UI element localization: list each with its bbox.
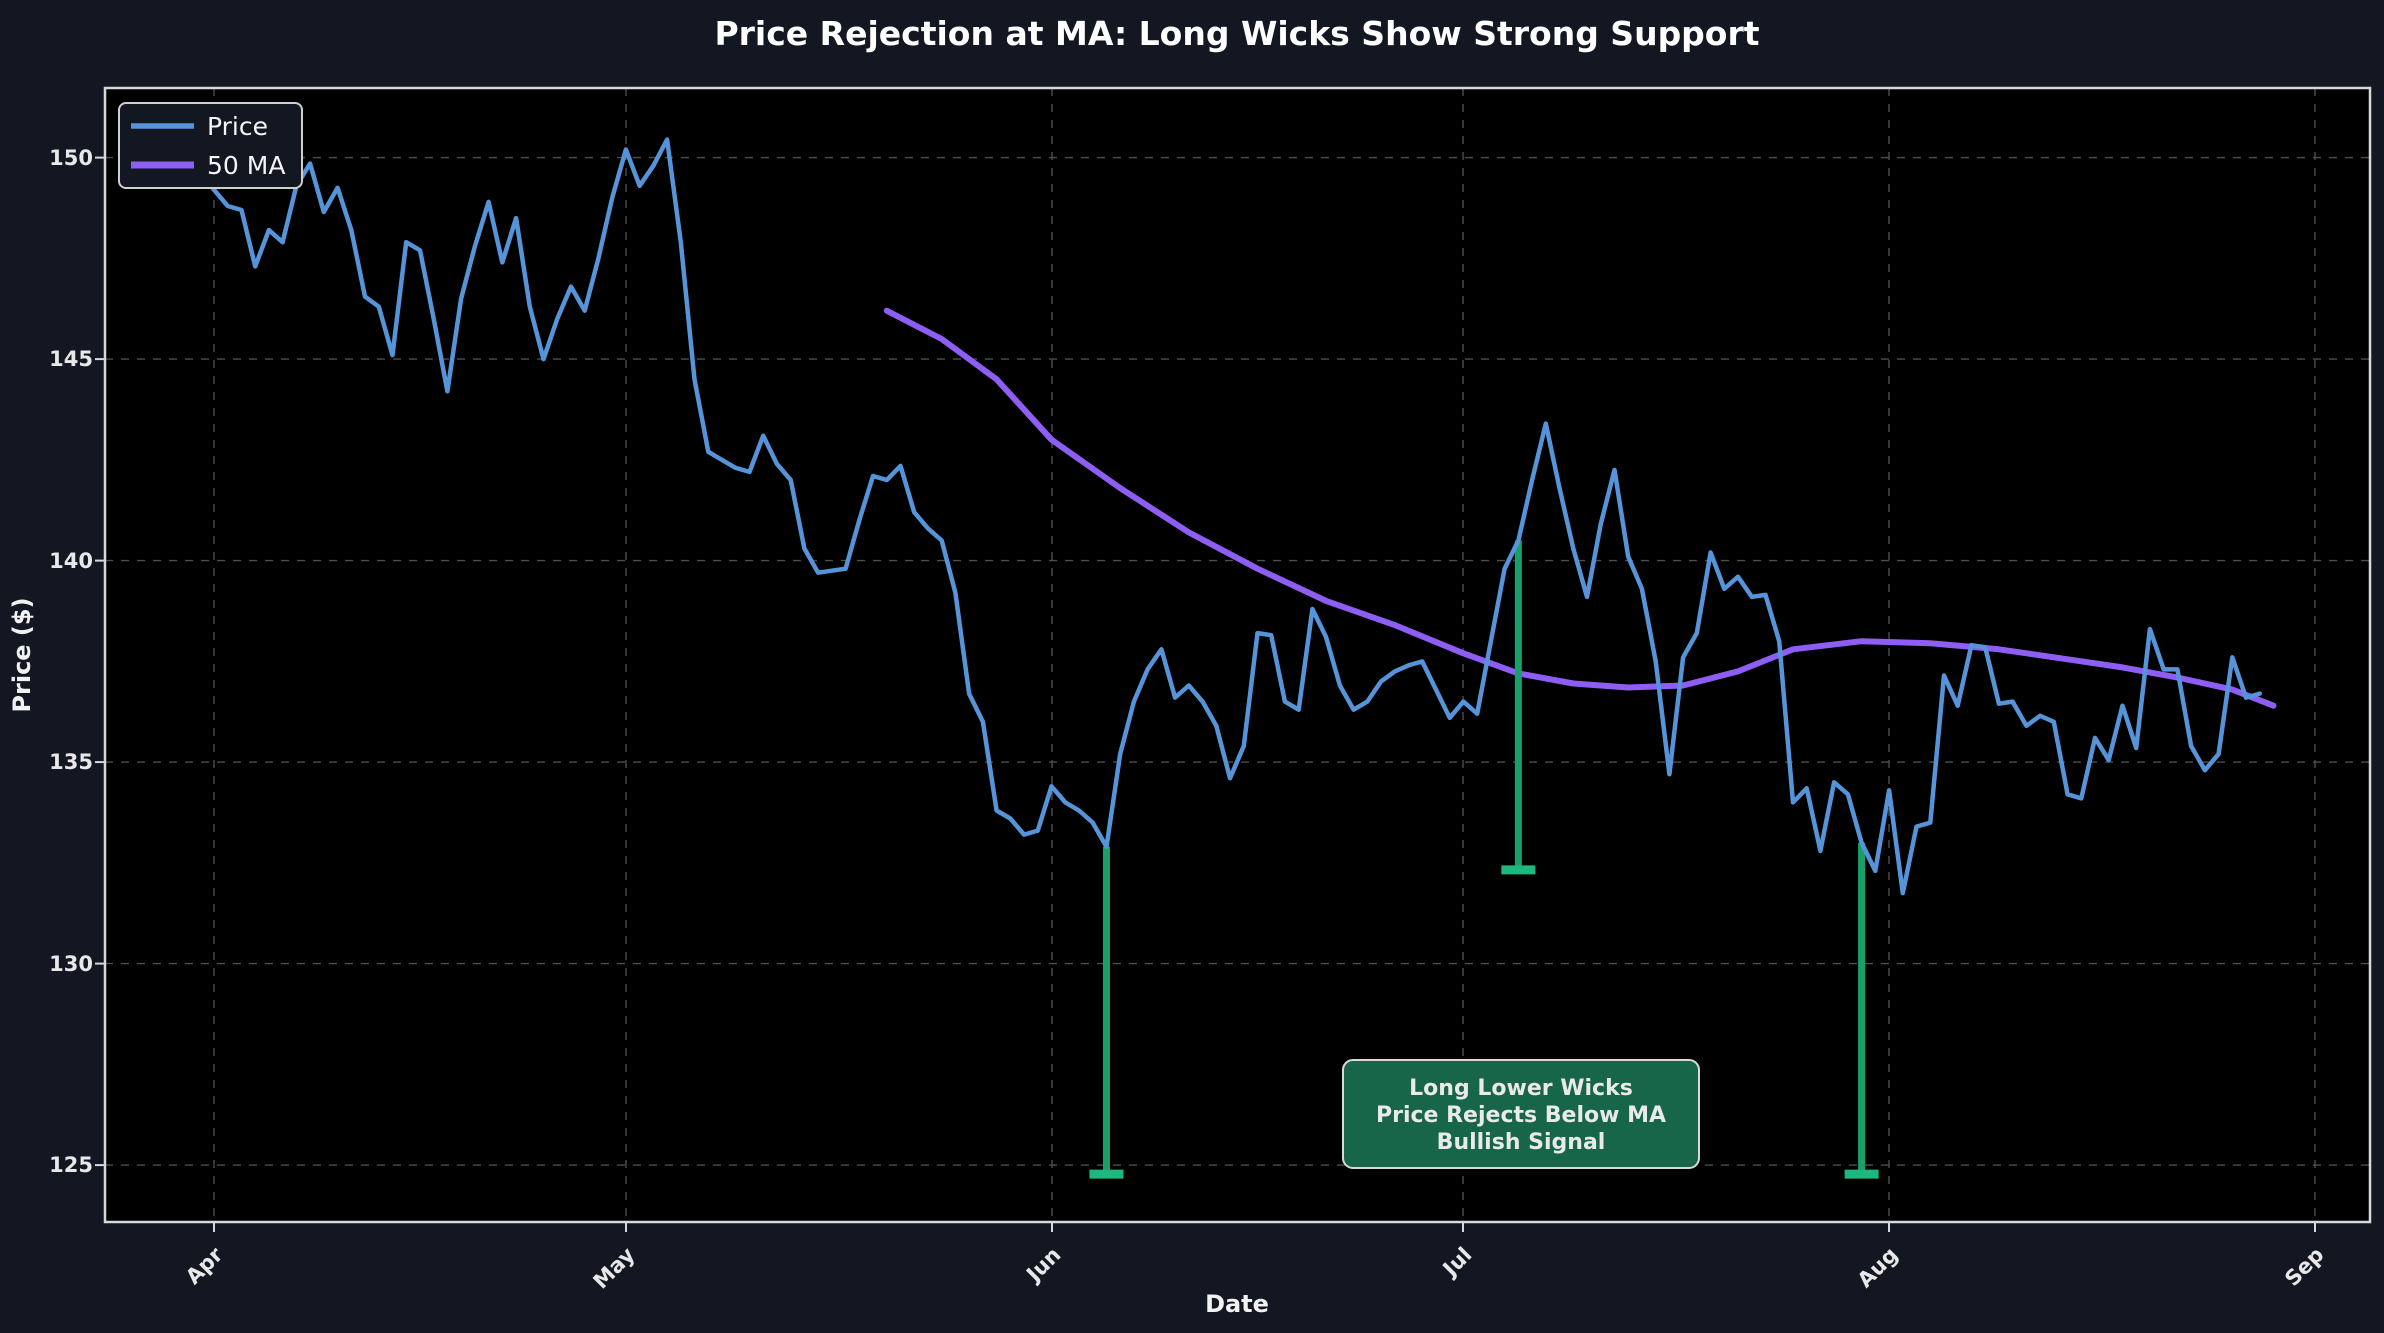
legend-ma-label: 50 MA xyxy=(207,151,285,180)
annotation: Long Lower Wicks Price Rejects Below MA … xyxy=(1342,1059,1700,1169)
y-tick-label-150: 150 xyxy=(49,146,93,170)
plot-area xyxy=(105,88,2370,1222)
x-tick-label-aug: Aug xyxy=(1853,1243,1903,1293)
x-tick-label-sep: Sep xyxy=(2280,1243,2328,1291)
x-tick-label-may: May xyxy=(589,1242,640,1293)
annotation-line-3: Bullish Signal xyxy=(1437,1130,1606,1155)
x-axis-label: Date xyxy=(1205,1290,1269,1318)
y-ticks xyxy=(95,156,105,1167)
y-tick-label-125: 125 xyxy=(49,1153,93,1177)
x-tick-label-apr: Apr xyxy=(181,1242,228,1289)
chart-title: Price Rejection at MA: Long Wicks Show S… xyxy=(714,14,1759,53)
y-axis-label: Price ($) xyxy=(8,597,36,712)
support-wicks xyxy=(1089,540,1879,1179)
y-tick-label-130: 130 xyxy=(49,952,93,976)
legend: Price 50 MA xyxy=(118,102,303,189)
plot-frame xyxy=(103,86,2372,1224)
y-tick-label-140: 140 xyxy=(49,549,93,573)
annotation-box xyxy=(1342,1059,1700,1169)
x-tick-label-jun: Jun xyxy=(1020,1243,1065,1288)
y-tick-label-135: 135 xyxy=(49,750,93,774)
ma-line xyxy=(883,307,2277,709)
x-tick-label-jul: Jul xyxy=(1437,1243,1477,1283)
x-ticks xyxy=(213,1222,2316,1232)
price-line xyxy=(129,137,2263,896)
legend-price-label: Price xyxy=(207,112,268,141)
annotation-line-1: Long Lower Wicks xyxy=(1409,1076,1633,1101)
annotation-line-2: Price Rejects Below MA xyxy=(1376,1103,1666,1128)
y-tick-label-145: 145 xyxy=(49,347,93,371)
